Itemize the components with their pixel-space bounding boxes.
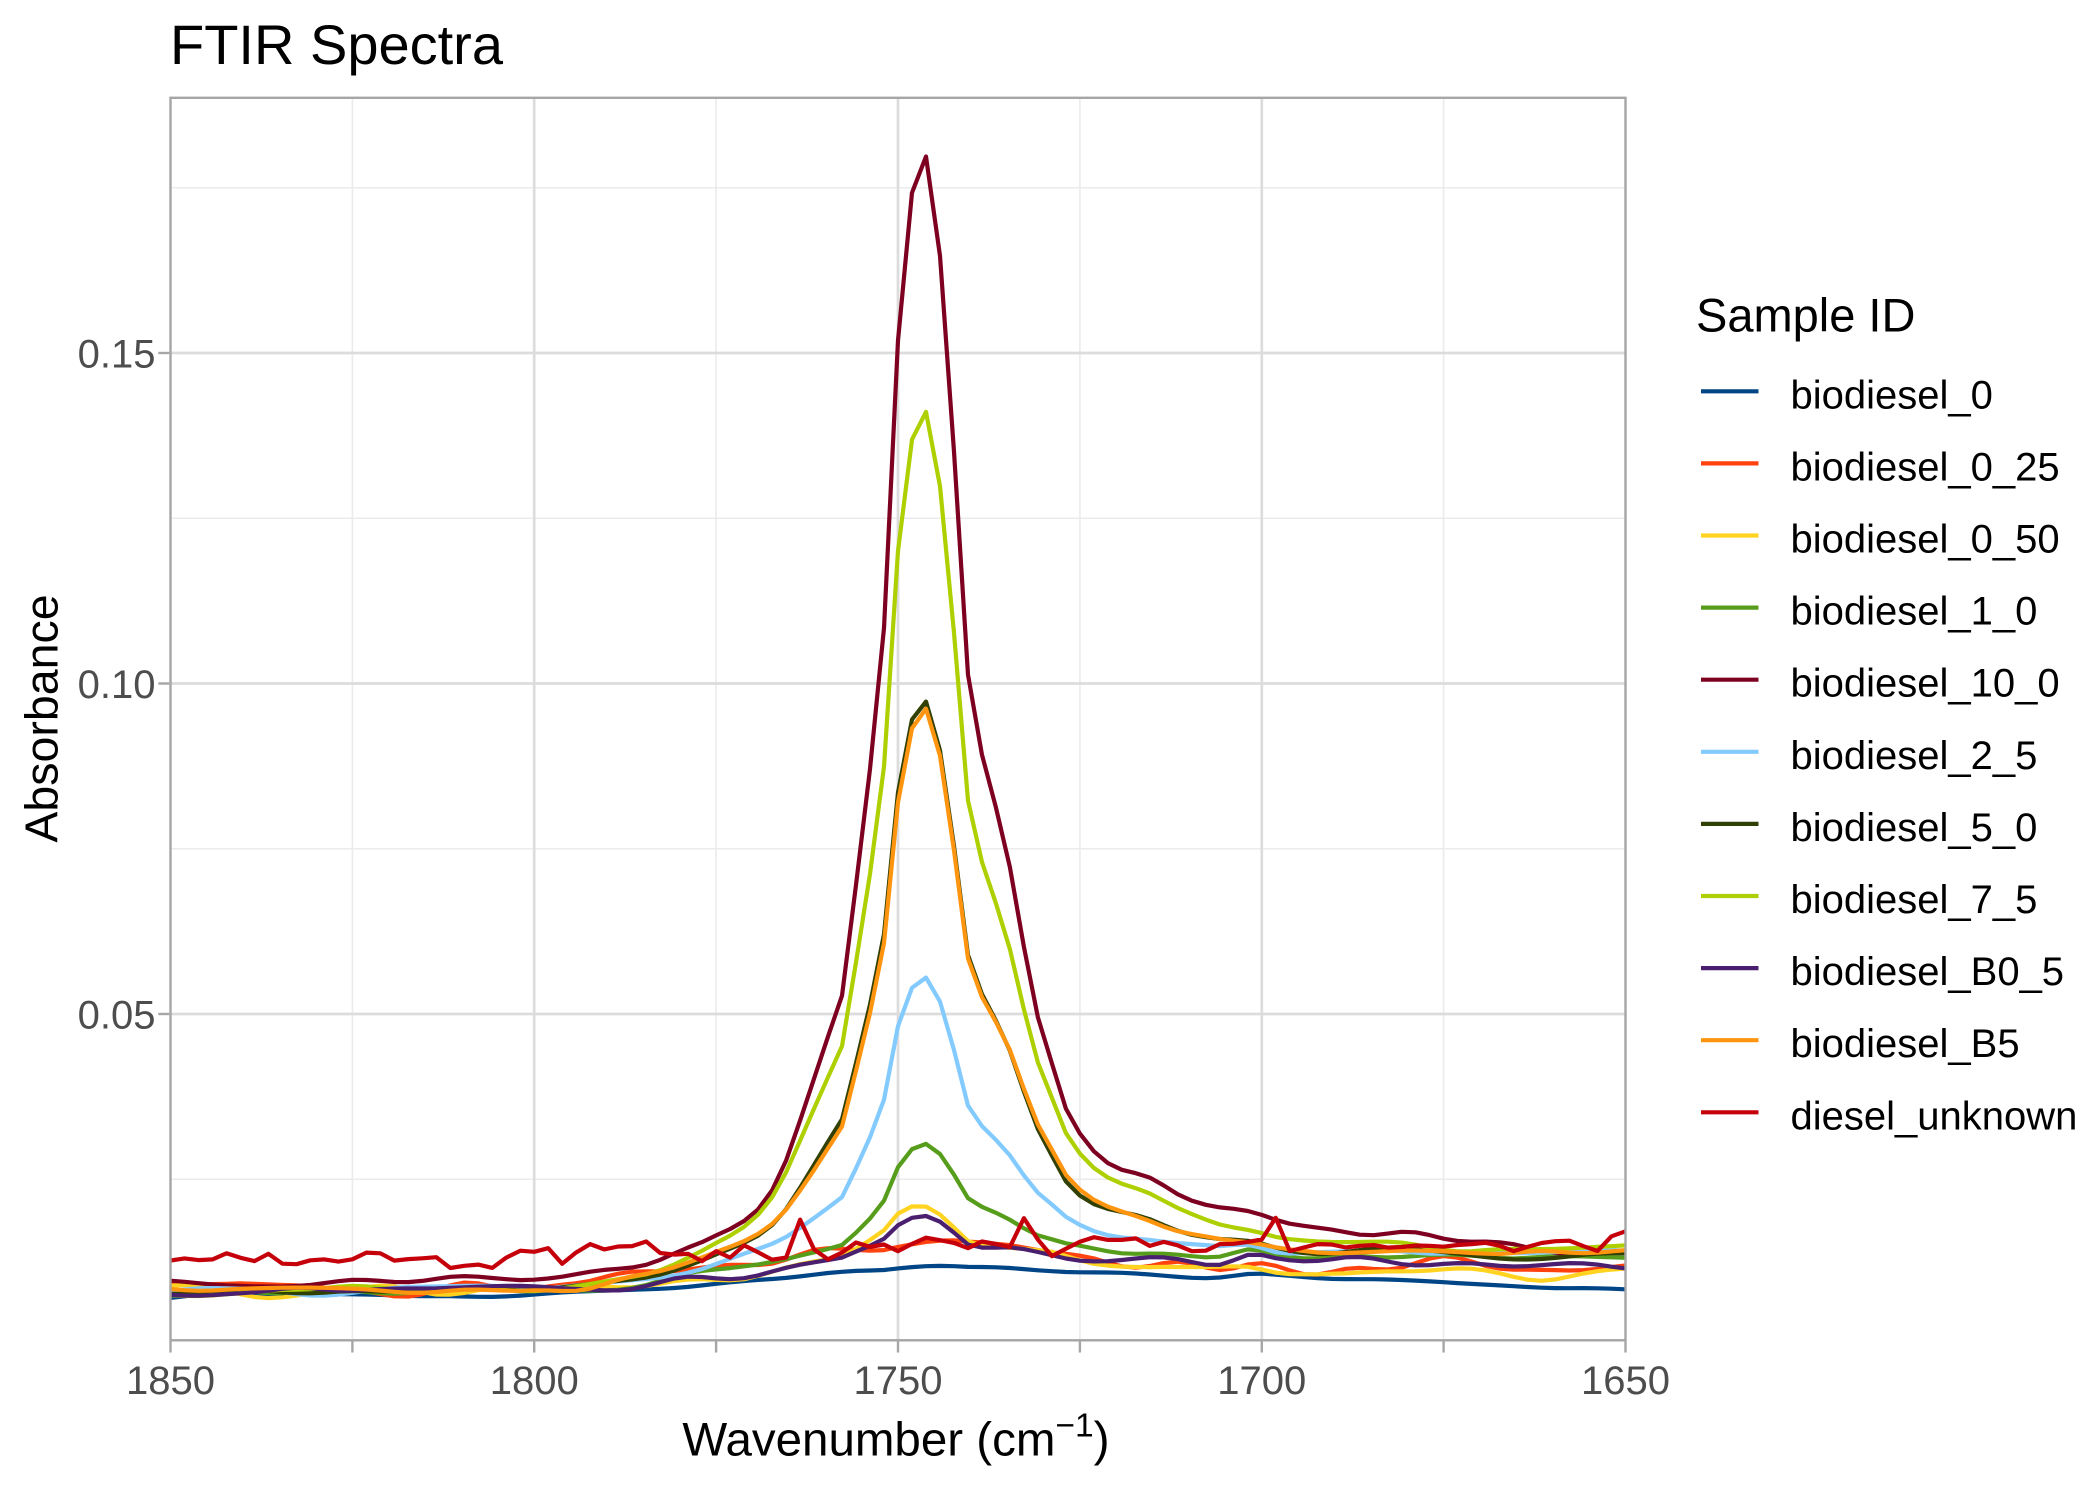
svg-text:biodiesel_10_0: biodiesel_10_0 bbox=[1791, 662, 2060, 706]
svg-text:biodiesel_0_25: biodiesel_0_25 bbox=[1791, 445, 2060, 489]
svg-text:1850: 1850 bbox=[126, 1359, 215, 1403]
svg-text:biodiesel_0_50: biodiesel_0_50 bbox=[1791, 518, 2060, 562]
svg-text:0.15: 0.15 bbox=[78, 332, 156, 376]
svg-text:0.05: 0.05 bbox=[78, 993, 156, 1037]
svg-text:biodiesel_2_5: biodiesel_2_5 bbox=[1791, 734, 2038, 778]
svg-text:1700: 1700 bbox=[1217, 1359, 1306, 1403]
svg-text:Absorbance: Absorbance bbox=[16, 594, 68, 842]
svg-text:diesel_unknown: diesel_unknown bbox=[1791, 1094, 2078, 1138]
svg-text:biodiesel_B0_5: biodiesel_B0_5 bbox=[1791, 950, 2065, 994]
svg-text:biodiesel_5_0: biodiesel_5_0 bbox=[1791, 806, 2038, 850]
svg-text:0.10: 0.10 bbox=[78, 663, 156, 707]
svg-text:FTIR Spectra: FTIR Spectra bbox=[170, 13, 504, 76]
svg-text:1750: 1750 bbox=[854, 1359, 943, 1403]
svg-text:biodiesel_1_0: biodiesel_1_0 bbox=[1791, 590, 2038, 634]
svg-text:biodiesel_0: biodiesel_0 bbox=[1791, 373, 1993, 417]
svg-text:Wavenumber (cm−1): Wavenumber (cm−1) bbox=[682, 1408, 1109, 1467]
svg-text:biodiesel_B5: biodiesel_B5 bbox=[1791, 1022, 2020, 1066]
svg-text:biodiesel_7_5: biodiesel_7_5 bbox=[1791, 878, 2038, 922]
svg-text:1800: 1800 bbox=[490, 1359, 579, 1403]
svg-text:1650: 1650 bbox=[1581, 1359, 1670, 1403]
svg-text:Sample ID: Sample ID bbox=[1696, 289, 1915, 342]
